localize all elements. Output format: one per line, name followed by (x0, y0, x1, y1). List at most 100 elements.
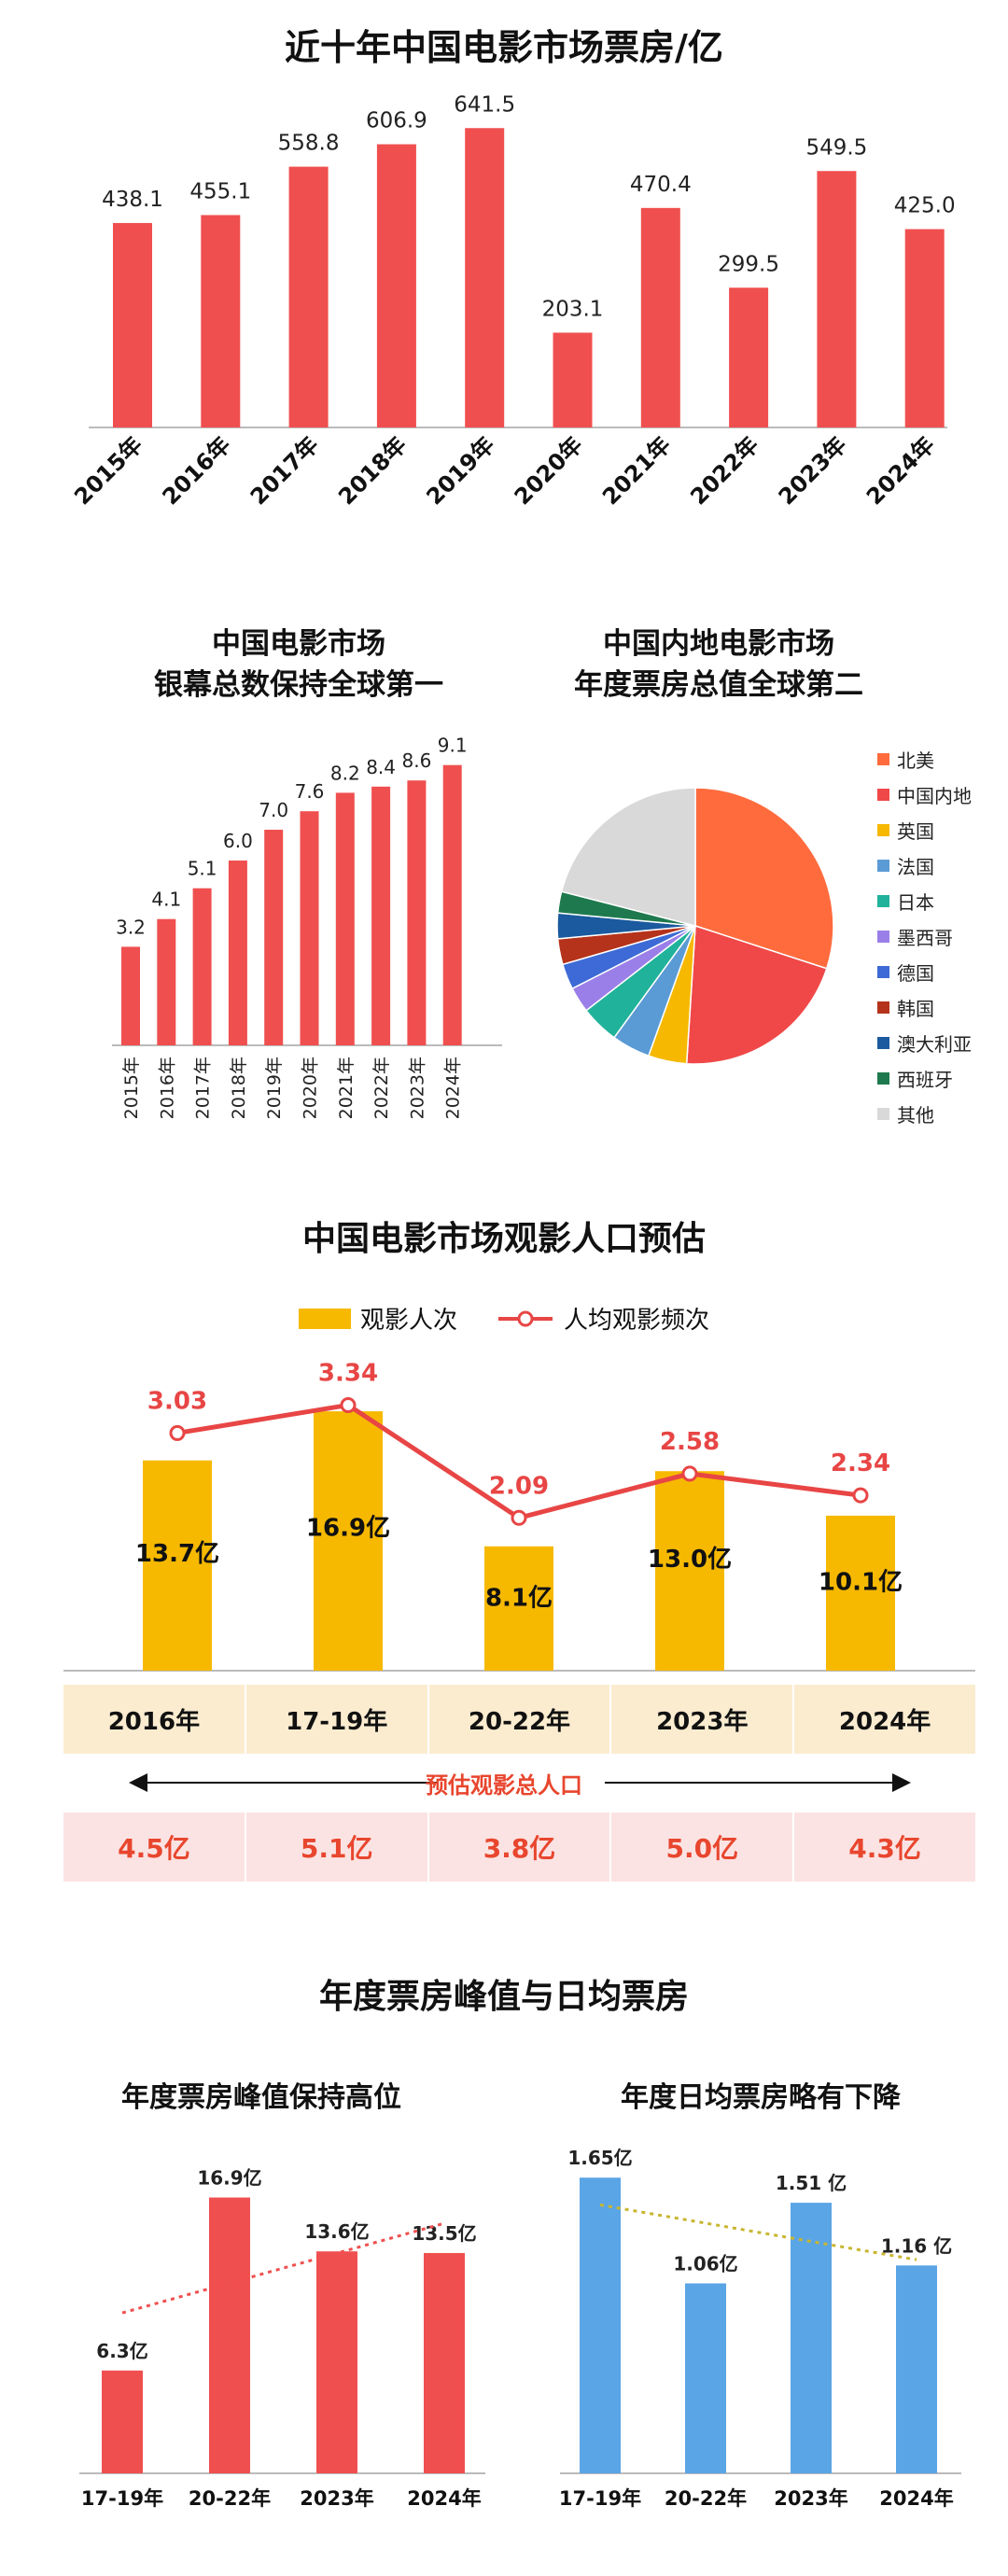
legend-swatch (877, 930, 889, 943)
bar (685, 2283, 726, 2473)
legend-item: 其他 (877, 1096, 999, 1131)
bar (335, 792, 355, 1045)
legend-item: 韩国 (877, 989, 999, 1025)
bar (896, 2265, 937, 2473)
population-cell: 4.3亿 (792, 1813, 975, 1882)
screens-chart: 3.2 2015年 4.1 2016年 5.1 2017年 6.0 2018年 7.0 2019年… (112, 735, 502, 1119)
bar (102, 2370, 143, 2473)
data-label: 549.5 (805, 135, 867, 160)
line-label: 2.34 (831, 1449, 890, 1477)
legend-swatch (877, 1001, 889, 1014)
trend-line (599, 2203, 917, 2261)
data-label: 1.16 亿 (881, 2234, 952, 2257)
bar (465, 128, 505, 427)
line-point (681, 1465, 698, 1482)
legend-item: 中国内地 (877, 777, 999, 812)
tick-label: 17-19年 (81, 2487, 163, 2510)
data-label: 641.5 (454, 92, 515, 117)
data-label: 3.2 (116, 916, 146, 938)
legend-label: 法国 (897, 855, 934, 878)
screens-title-line2: 银幕总数保持全球第一 (154, 668, 443, 702)
data-label: 558.8 (278, 132, 340, 156)
legend-item: 墨西哥 (877, 918, 999, 954)
population-cell: 5.0亿 (609, 1813, 792, 1882)
line-point (169, 1424, 186, 1441)
share-pie-chart (556, 787, 834, 1065)
pie-slice (685, 924, 828, 1065)
tick-label: 2023年 (407, 1057, 427, 1119)
data-label: 203.1 (542, 297, 604, 321)
screens-title-line1: 中国电影市场 (212, 627, 385, 661)
data-label: 16.9亿 (306, 1514, 390, 1542)
trend-line (121, 2221, 445, 2315)
legend-label: 墨西哥 (897, 926, 953, 949)
audience-legend: 观影人次 人均观影频次 (0, 1301, 1008, 1336)
legend-label: 其他 (897, 1103, 934, 1127)
pie-legend: 北美 中国内地 英国 法国 日本 墨西哥 德国 韩国 澳大利亚 西班牙 其他 (877, 741, 999, 1131)
data-label: 13.0亿 (648, 1546, 732, 1574)
data-label: 16.9亿 (197, 2166, 261, 2189)
audience-title: 中国电影市场观影人口预估 (301, 1220, 706, 1258)
total-population-label: 预估观影总人口 (426, 1772, 582, 1799)
data-label: 5.1 (188, 858, 217, 880)
data-label: 1.65亿 (567, 2147, 632, 2169)
legend-label: 日本 (897, 890, 934, 914)
legend-label: 德国 (897, 961, 934, 985)
period-cell: 2024年 (792, 1685, 975, 1754)
pie-slice (560, 787, 696, 927)
line-label: 3.03 (147, 1387, 207, 1415)
bar (817, 171, 857, 427)
line-point (511, 1509, 527, 1526)
population-cell: 5.1亿 (244, 1813, 427, 1882)
bar (376, 144, 416, 428)
data-label: 13.7亿 (135, 1540, 219, 1568)
tick-label: 2015年 (121, 1057, 142, 1119)
legend-swatch (877, 1071, 889, 1085)
bar (314, 1411, 383, 1671)
data-label: 8.1亿 (485, 1585, 553, 1613)
bar (143, 1460, 212, 1671)
data-label: 1.06亿 (673, 2252, 737, 2275)
legend-bar-swatch (298, 1308, 351, 1329)
legend-bar-label: 观影人次 (359, 1307, 457, 1335)
peak-daily-title: 年度票房峰值与日均票房 (318, 1978, 689, 2016)
legend-label: 澳大利亚 (897, 1032, 972, 1056)
legend-label: 英国 (897, 819, 934, 843)
population-cell: 3.8亿 (427, 1813, 610, 1882)
tick-label: 17-19年 (559, 2487, 641, 2510)
tick-label: 2017年 (193, 1057, 214, 1119)
legend-item: 日本 (877, 883, 999, 918)
data-label: 6.0 (223, 830, 253, 852)
bar (484, 1546, 553, 1671)
bar (553, 332, 593, 427)
period-cell: 2023年 (609, 1685, 792, 1754)
audience-chart: 13.7亿 16.9亿 8.1亿 13.0亿 10.1亿 3.03 3.34 2.09 2.58… (63, 1359, 975, 1672)
bar (424, 2252, 465, 2473)
tick-label: 2020年 (301, 1057, 321, 1119)
period-cell: 17-19年 (244, 1685, 427, 1754)
tick-label: 2018年 (229, 1057, 249, 1119)
tick-label: 20-22年 (665, 2487, 747, 2510)
population-band: 4.5亿 5.1亿 3.8亿 5.0亿 4.3亿 (63, 1813, 975, 1882)
legend-item: 英国 (877, 812, 999, 847)
data-label: 9.1 (438, 735, 468, 757)
bar (157, 918, 176, 1045)
bar (407, 780, 427, 1045)
tick-label: 2021年 (336, 1057, 357, 1119)
bar (904, 229, 945, 427)
data-label: 438.1 (102, 188, 163, 212)
data-label: 7.0 (259, 799, 288, 821)
line-point (340, 1396, 357, 1413)
peak-chart: 6.3亿 17-19年 16.9亿 20-22年 13.6亿 2023年 13.5亿 2024… (79, 2166, 485, 2510)
share-title-line1: 中国内地电影市场 (603, 627, 834, 661)
bar (300, 811, 319, 1045)
bar (655, 1471, 724, 1671)
bar (442, 764, 462, 1045)
legend-swatch (877, 1107, 889, 1120)
pie-slice (694, 787, 834, 970)
data-label: 7.6 (295, 780, 325, 803)
legend-item: 西班牙 (877, 1060, 999, 1096)
screens-title: 中国电影市场 银幕总数保持全球第一 (112, 623, 485, 706)
line-label: 2.58 (660, 1428, 720, 1456)
